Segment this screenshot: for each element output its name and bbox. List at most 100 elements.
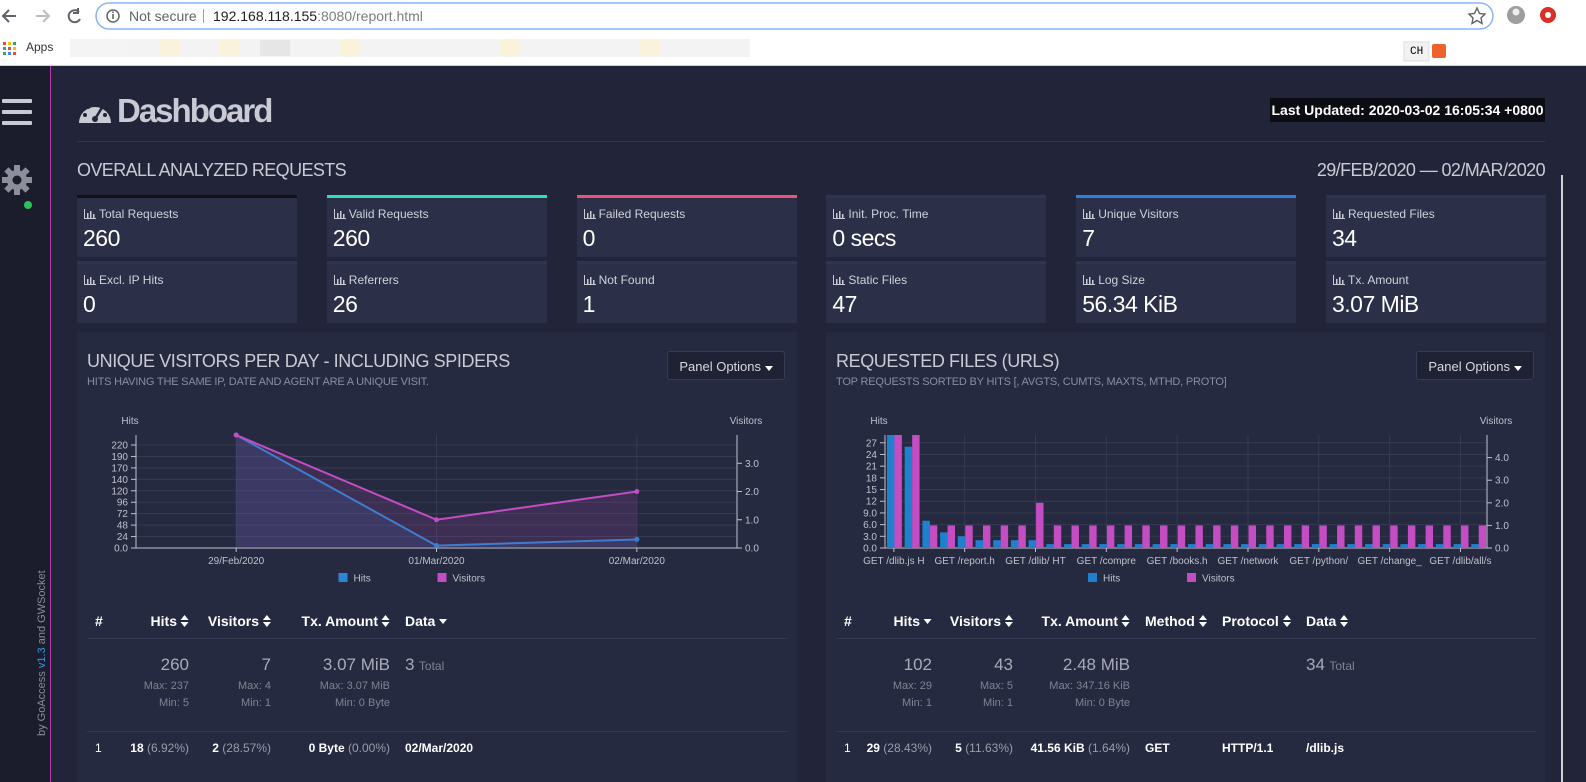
row-divider <box>836 638 1536 639</box>
header-label: Tx. Amount <box>301 613 378 629</box>
panel-options[interactable]: Panel Options <box>667 351 785 380</box>
column-header[interactable]: Visitors <box>208 613 271 629</box>
bar <box>975 540 983 548</box>
legend-label: Hits <box>354 574 371 585</box>
card-value: 47 <box>832 291 857 317</box>
y-tick-label: 190 <box>111 452 128 463</box>
blurred-bookmarks <box>70 39 750 57</box>
icon-bar <box>1339 277 1341 284</box>
panel-options[interactable]: Panel Options <box>1416 351 1534 380</box>
bar <box>1117 544 1125 548</box>
panel-options-label: Panel Options <box>1428 359 1511 374</box>
column-header[interactable]: Data <box>1306 613 1349 629</box>
bar <box>1053 525 1062 548</box>
y-tick-label: 27 <box>866 438 878 449</box>
icon-bar <box>1339 211 1341 218</box>
stat-card: Failed Requests 0 <box>576 195 797 257</box>
column-header[interactable]: Hits <box>151 613 189 629</box>
point <box>434 517 439 523</box>
icon-bar <box>833 218 846 219</box>
reload-button <box>67 8 81 24</box>
icon-bar <box>589 211 592 218</box>
card-value: 34 <box>1332 225 1357 251</box>
y-tick-label: 72 <box>117 509 129 520</box>
icon-bar <box>1333 209 1334 219</box>
stat-card: Requested Files 34 <box>1326 195 1546 257</box>
column-header[interactable]: Protocol <box>1222 613 1291 629</box>
column-header[interactable]: Tx. Amount <box>302 613 390 629</box>
icon-bar <box>342 214 345 218</box>
bar <box>1276 544 1284 548</box>
icon-bar <box>1342 214 1344 218</box>
url-path: :8080/report.html <box>317 8 423 24</box>
column-header[interactable]: Hits <box>894 613 932 629</box>
bookmark[interactable]: Apps <box>26 40 54 54</box>
bar <box>1134 544 1143 548</box>
icon-bar <box>333 275 335 285</box>
bar <box>1064 544 1072 548</box>
card-label: Unique Visitors <box>1098 207 1179 221</box>
legend-label: Visitors <box>1202 574 1235 585</box>
x-tick-label: 01/Mar/2020 <box>408 556 465 567</box>
column-header[interactable]: Visitors <box>950 613 1013 629</box>
table-cell: 02/Mar/2020 <box>405 741 474 755</box>
icon-bar <box>339 277 342 284</box>
sort-icon <box>924 618 932 624</box>
date-range: 29/FEB/2020 — 02/MAR/2020 <box>1316 160 1546 180</box>
icon-bar <box>586 279 589 284</box>
y2-axis-title: Visitors <box>1480 416 1513 427</box>
column-header[interactable]: Tx. Amount <box>1042 613 1130 629</box>
bar <box>1400 544 1408 548</box>
column-header[interactable]: Method <box>1145 613 1207 629</box>
status-dot <box>24 201 32 209</box>
bar <box>1418 544 1426 548</box>
icon-bar <box>1336 213 1338 218</box>
table-cell: HTTP/1.1 <box>1222 741 1274 755</box>
icon-bar <box>1333 284 1345 285</box>
bar <box>1188 544 1196 548</box>
legend-label: Hits <box>1103 574 1120 585</box>
table-cell: 29 (28.43%) <box>867 741 932 755</box>
icon-bar <box>333 209 335 219</box>
bar <box>1036 502 1044 548</box>
bar <box>1099 544 1107 548</box>
icon-bar <box>90 211 92 218</box>
x-tick-label: 29/Feb/2020 <box>208 556 265 567</box>
point <box>233 432 239 438</box>
table-cell: 1 <box>844 741 851 755</box>
summary-total: 102 <box>903 655 932 674</box>
header-label: Hits <box>893 613 920 629</box>
bar <box>922 520 930 548</box>
summary-detail: Min: 0 Byte <box>1074 697 1130 709</box>
browser-chrome <box>0 0 1586 66</box>
summary-detail: Min: 5 <box>159 697 189 709</box>
bar <box>1435 544 1444 548</box>
summary-detail: Max: 237 <box>143 680 189 692</box>
address-bar[interactable] <box>95 2 1494 30</box>
icon-bar <box>583 275 585 285</box>
stat-card: Valid Requests 260 <box>326 195 547 257</box>
sidebar-icons <box>2 99 32 209</box>
icon-bar <box>1086 279 1088 284</box>
bar <box>1152 544 1161 548</box>
header-label: Hits <box>150 613 177 629</box>
last-updated: Last Updated: 2020-03-02 16:05:34 +0800 <box>1270 98 1545 122</box>
dashboard-icon <box>79 102 111 123</box>
card-value: 56.34 KiB <box>1082 291 1178 317</box>
stat-card: Referrers 26 <box>326 261 547 323</box>
column-header[interactable]: Data <box>405 613 448 629</box>
panel-title: REQUESTED FILES (URLS) <box>836 351 1060 371</box>
point <box>634 489 640 494</box>
bar <box>1213 525 1221 548</box>
icon-bar <box>84 284 96 285</box>
bar <box>1223 544 1231 548</box>
url[interactable]: 192.168.118.155:8080/report.html <box>213 8 423 24</box>
bar <box>1266 525 1274 548</box>
bar <box>1046 544 1054 548</box>
bar <box>1010 540 1019 548</box>
icon-bar <box>1333 218 1345 219</box>
icon-bar <box>842 214 844 218</box>
icon-bar <box>1083 275 1085 285</box>
panel <box>826 332 1545 782</box>
card-label: Failed Requests <box>598 207 686 221</box>
